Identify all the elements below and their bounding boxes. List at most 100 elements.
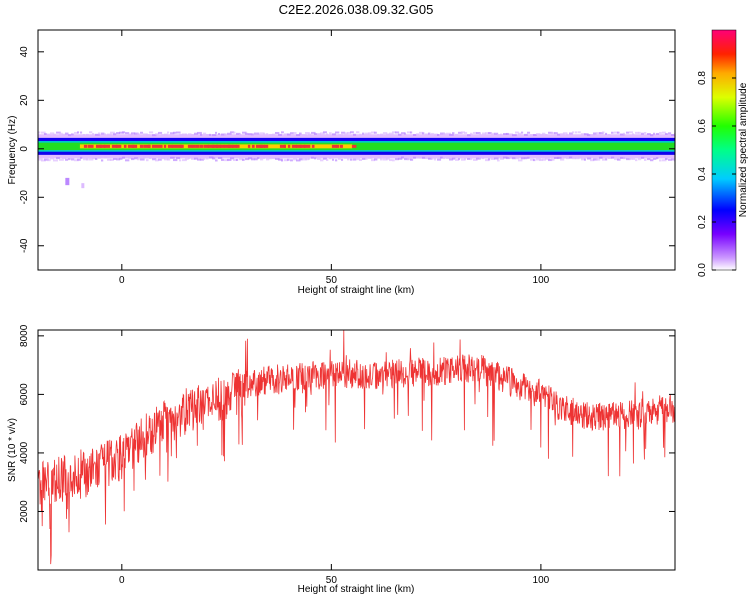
band-speckle — [74, 131, 79, 134]
band-speckle — [404, 132, 407, 135]
band-speckle — [170, 156, 175, 159]
band-speckle — [167, 158, 171, 161]
band-speckle — [560, 158, 565, 161]
band-speckle — [563, 156, 568, 159]
band-speckle — [146, 134, 151, 137]
band-speckle — [125, 132, 130, 135]
band-speckle — [59, 132, 63, 135]
band-peak-segment — [151, 144, 157, 148]
spectrogram-ytick-label: 40 — [19, 46, 30, 58]
band-peak-segment — [87, 144, 94, 148]
band-speckle — [89, 131, 93, 134]
spectrogram-artifact — [81, 183, 85, 189]
band-speckle — [143, 133, 148, 136]
band-speckle — [671, 134, 675, 137]
band-speckle — [413, 133, 417, 136]
band-speckle — [119, 157, 123, 160]
band-speckle — [407, 131, 412, 134]
band-peak-segment — [251, 144, 255, 148]
band-speckle — [104, 156, 108, 159]
band-speckle — [254, 132, 257, 135]
band-speckle — [392, 159, 395, 162]
band-speckle — [614, 131, 619, 134]
band-speckle — [434, 133, 438, 136]
band-speckle — [311, 131, 316, 134]
band-speckle — [422, 132, 425, 135]
band-speckle — [62, 133, 66, 136]
band-speckle — [50, 157, 55, 160]
band-speckle — [509, 133, 513, 136]
band-speckle — [635, 131, 639, 134]
band-speckle — [443, 133, 446, 136]
band-speckle — [86, 158, 89, 161]
band-speckle — [419, 131, 424, 134]
spectrogram-xlabel: Height of straight line (km) — [298, 285, 415, 296]
band-peak-segment — [155, 144, 163, 148]
band-speckle — [266, 158, 270, 161]
band-speckle — [116, 158, 121, 161]
snr-xtick-label: 50 — [326, 575, 338, 586]
band-speckle — [620, 156, 625, 159]
band-speckle — [602, 158, 605, 161]
band-speckle — [566, 157, 570, 160]
band-speckle — [512, 157, 516, 160]
band-speckle — [377, 156, 381, 159]
band-speckle — [650, 159, 654, 162]
band-speckle — [344, 156, 347, 159]
band-speckle — [527, 131, 531, 134]
band-speckle — [410, 131, 413, 134]
band-speckle — [449, 133, 454, 136]
band-speckle — [473, 131, 477, 134]
band-speckle — [263, 156, 266, 159]
band-speckle — [233, 159, 237, 162]
band-speckle — [632, 157, 636, 160]
band-speckle — [206, 134, 210, 137]
band-speckle — [122, 131, 126, 134]
band-speckle — [548, 159, 553, 162]
band-speckle — [278, 158, 283, 161]
band-peak-segment — [279, 144, 286, 148]
band-speckle — [371, 131, 376, 134]
band-peak-segment — [283, 144, 286, 148]
band-speckle — [476, 157, 481, 160]
band-speckle — [653, 157, 657, 160]
band-speckle — [209, 156, 214, 159]
band-speckle — [119, 131, 124, 134]
band-speckle — [668, 158, 672, 161]
colorbar-tick-label: 0.6 — [697, 119, 708, 133]
spectrogram-xtick-label: 0 — [119, 275, 125, 286]
band-speckle — [233, 131, 236, 134]
band-speckle — [242, 158, 245, 161]
band-speckle — [359, 158, 363, 161]
band-speckle — [419, 156, 423, 159]
band-speckle — [440, 156, 443, 159]
band-speckle — [389, 159, 393, 162]
band-speckle — [65, 158, 69, 161]
band-speckle — [506, 157, 510, 160]
band-peak-segment — [163, 144, 167, 148]
band-speckle — [452, 157, 456, 160]
band-speckle — [206, 157, 209, 160]
band-speckle — [614, 158, 619, 161]
band-speckle — [521, 157, 525, 160]
band-speckle — [179, 159, 182, 162]
band-peak-segment — [115, 144, 122, 148]
band-speckle — [377, 133, 380, 136]
band-speckle — [269, 133, 274, 136]
band-speckle — [569, 132, 573, 135]
band-speckle — [356, 131, 360, 134]
band-speckle — [44, 132, 47, 135]
band-speckle — [107, 133, 112, 136]
band-speckle — [620, 133, 625, 136]
band-speckle — [257, 132, 260, 135]
band-speckle — [224, 133, 227, 136]
band-speckle — [509, 156, 513, 159]
band-speckle — [515, 131, 519, 134]
band-speckle — [389, 132, 394, 135]
band-speckle — [164, 158, 169, 161]
band-peak-segment — [263, 144, 269, 148]
band-speckle — [50, 132, 55, 135]
band-peak-segment — [203, 144, 209, 148]
chart-title: C2E2.2026.038.09.32.G05 — [279, 2, 434, 17]
band-speckle — [470, 158, 473, 161]
